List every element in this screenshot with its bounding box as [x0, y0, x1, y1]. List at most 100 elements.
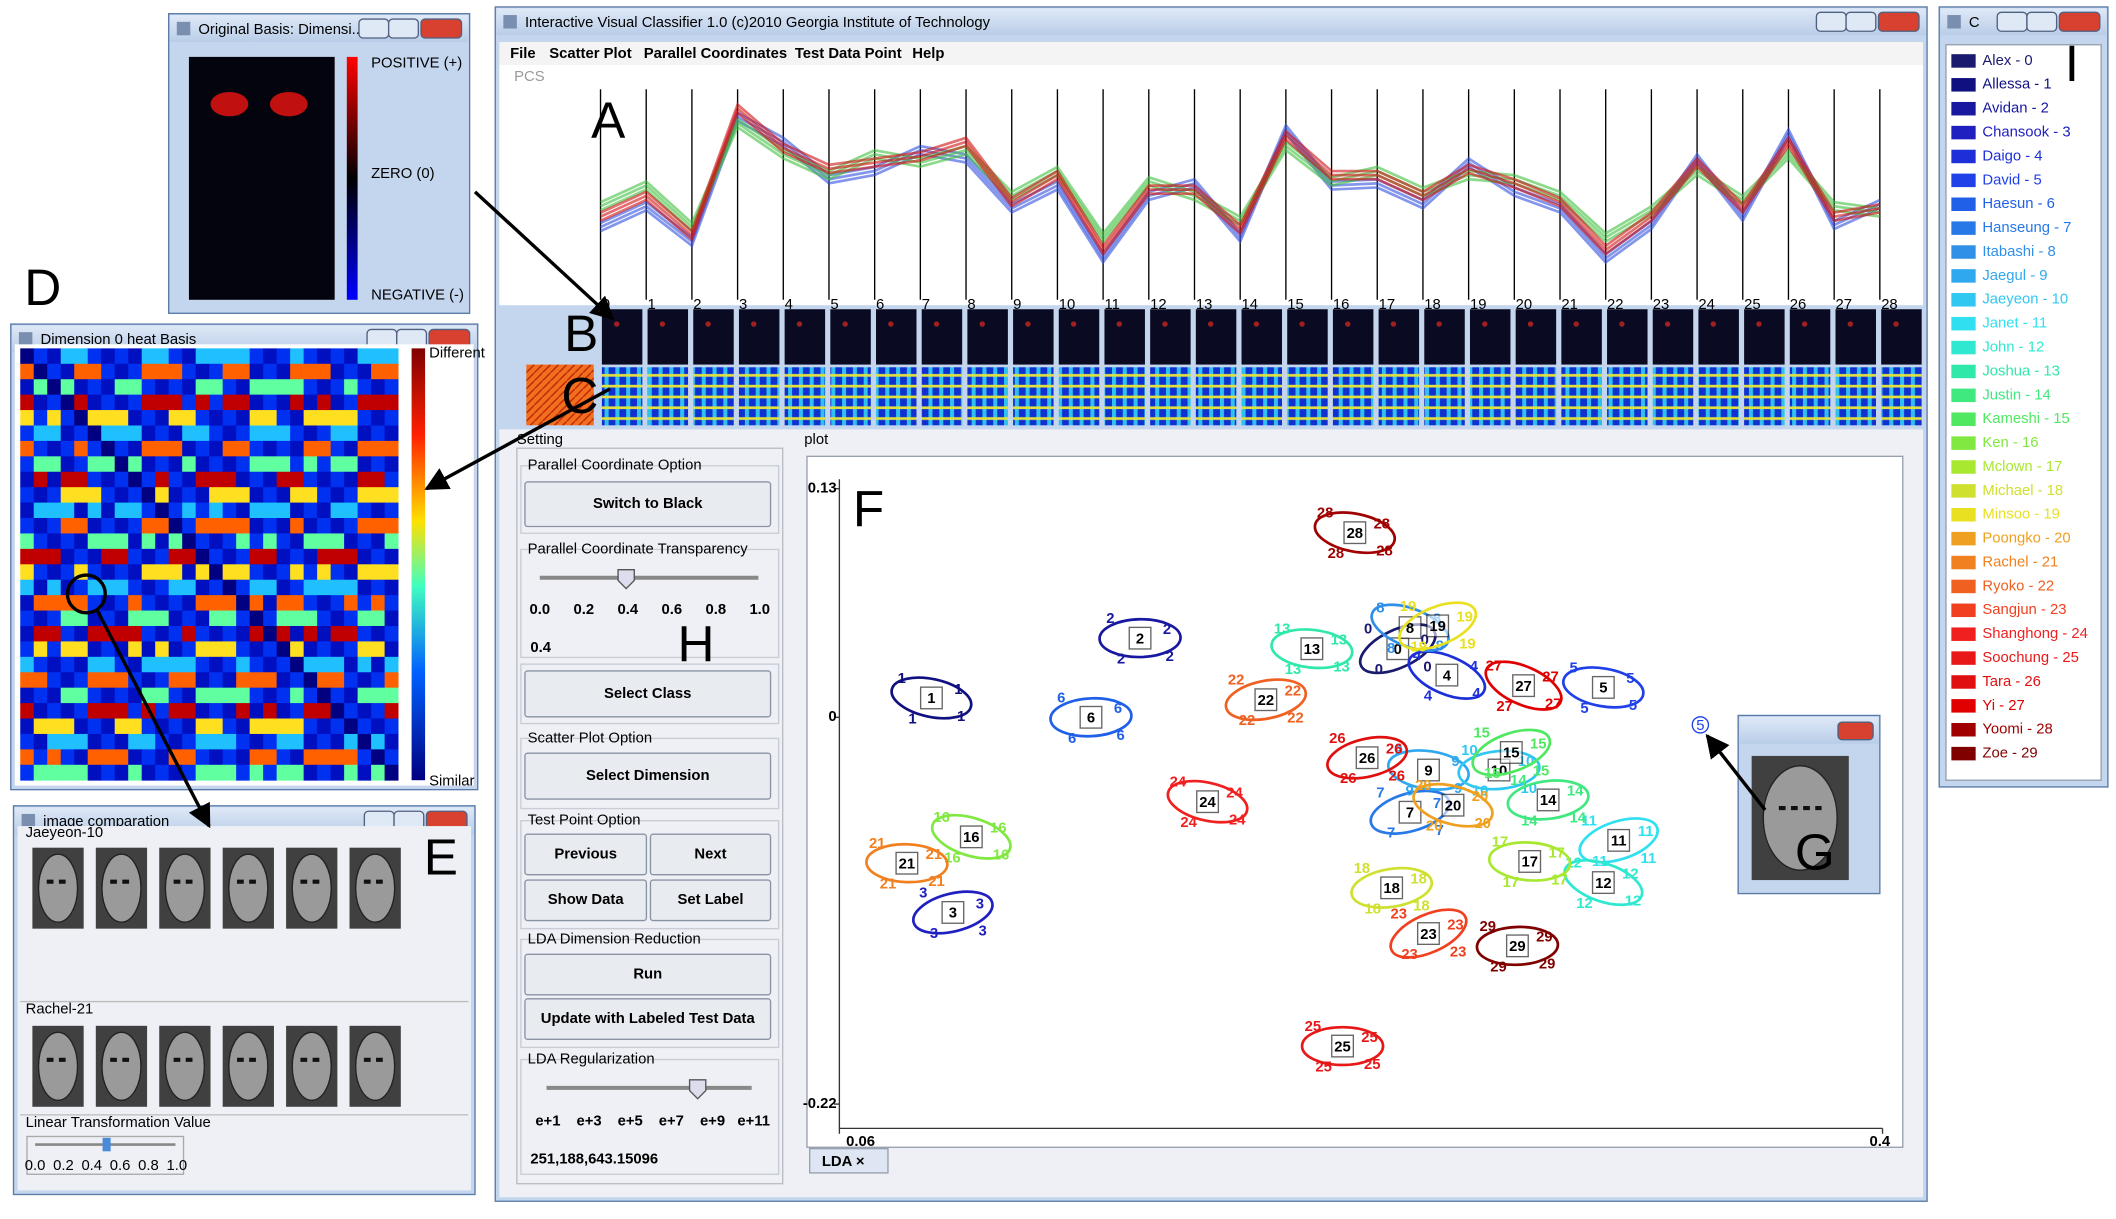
heat-cell	[47, 440, 62, 457]
heat-cell	[303, 502, 318, 519]
legend-swatch[interactable]	[1951, 627, 1976, 641]
heat-cell	[141, 425, 156, 442]
heat-cell	[101, 394, 116, 411]
heat-cell	[263, 703, 278, 719]
legend-swatch[interactable]	[1951, 54, 1976, 68]
heat-cell	[317, 440, 332, 457]
legend-swatch[interactable]	[1951, 651, 1976, 665]
close-button[interactable]	[420, 18, 463, 39]
minimize-button[interactable]	[1996, 11, 2028, 32]
heat-cell	[344, 410, 359, 426]
heat-cell	[141, 533, 156, 550]
centroid-box	[919, 686, 943, 710]
heat-cell	[128, 533, 143, 550]
legend-swatch[interactable]	[1951, 508, 1976, 522]
button[interactable]	[524, 879, 648, 922]
legend-swatch[interactable]	[1951, 340, 1976, 355]
heat-cell	[87, 672, 102, 689]
heat-cell	[141, 579, 156, 596]
legend-swatch[interactable]	[1951, 125, 1976, 140]
legend-swatch[interactable]	[1951, 197, 1976, 211]
legend-swatch[interactable]	[1951, 78, 1976, 92]
legend-swatch[interactable]	[1951, 412, 1976, 426]
heat-cell	[20, 595, 35, 611]
legend-swatch[interactable]	[1951, 269, 1976, 283]
button[interactable]	[649, 833, 772, 876]
heat-cell	[168, 595, 183, 611]
close-button[interactable]	[2058, 11, 2101, 32]
legend-swatch[interactable]	[1951, 364, 1976, 379]
button[interactable]	[649, 879, 772, 922]
legend-swatch[interactable]	[1951, 436, 1976, 450]
pc-axis-label: 7	[922, 297, 930, 313]
legend-swatch[interactable]	[1951, 555, 1976, 570]
slider-thumb[interactable]	[617, 569, 635, 590]
button[interactable]	[524, 998, 772, 1040]
heat-cell	[209, 518, 224, 534]
legend-swatch[interactable]	[1951, 579, 1976, 594]
button[interactable]	[524, 833, 648, 876]
heat-cell	[357, 502, 372, 519]
heat-thumbnail	[967, 367, 1008, 426]
legend-swatch[interactable]	[1951, 293, 1976, 307]
heat-cell	[384, 548, 399, 565]
button[interactable]	[524, 670, 772, 718]
heat-cell	[384, 518, 399, 534]
legend-swatch[interactable]	[1951, 149, 1976, 164]
maximize-button[interactable]	[387, 18, 420, 39]
heat-thumbnail	[1195, 367, 1237, 426]
legend-swatch[interactable]	[1951, 221, 1976, 235]
legend-swatch[interactable]	[1951, 460, 1976, 474]
legend-swatch[interactable]	[1951, 101, 1976, 116]
heat-cell	[168, 548, 183, 565]
heat-cell	[74, 579, 89, 596]
legend-swatch[interactable]	[1951, 699, 1976, 713]
heat-cell	[141, 487, 156, 504]
legend-swatch[interactable]	[1951, 388, 1976, 403]
slider-thumb[interactable]	[688, 1079, 707, 1100]
centroid-box	[941, 900, 965, 924]
legend-swatch[interactable]	[1951, 245, 1976, 259]
point-label: 17	[1551, 872, 1568, 888]
point-label: 23	[1401, 947, 1417, 963]
legend-swatch[interactable]	[1951, 722, 1976, 737]
heat-thumbnail	[784, 367, 826, 426]
legend-swatch[interactable]	[1951, 531, 1976, 546]
minimize-button[interactable]	[358, 18, 390, 39]
pc-axis-label: 16	[1333, 297, 1350, 313]
legend-swatch[interactable]	[1951, 746, 1976, 761]
button[interactable]	[524, 752, 772, 800]
heat-cell	[317, 595, 332, 611]
button[interactable]	[524, 953, 772, 996]
heat-cell	[182, 394, 197, 411]
heat-cell	[384, 610, 399, 627]
heat-cell	[168, 379, 183, 396]
heat-thumbnail	[1241, 367, 1283, 426]
heat-cell	[249, 595, 264, 611]
heat-cell	[20, 564, 35, 581]
button[interactable]	[524, 481, 772, 528]
heat-cell	[195, 718, 210, 735]
close-button[interactable]	[1837, 721, 1874, 741]
tab[interactable]	[809, 1147, 889, 1174]
legend-swatch[interactable]	[1951, 484, 1976, 498]
heat-cell	[20, 487, 35, 504]
point-label: 4	[1472, 686, 1481, 702]
legend-swatch[interactable]	[1951, 316, 1976, 331]
close-button[interactable]	[1877, 11, 1920, 32]
x-tick-label: 0.06	[846, 1134, 875, 1150]
heat-cell	[168, 579, 183, 596]
maximize-button[interactable]	[2026, 11, 2058, 32]
minimize-button[interactable]	[1815, 11, 1847, 32]
heat-cell	[330, 379, 345, 396]
maximize-button[interactable]	[1845, 11, 1877, 32]
slider-thumb[interactable]	[102, 1137, 111, 1152]
heat-cell	[276, 641, 291, 658]
group-box	[520, 820, 780, 930]
legend-swatch[interactable]	[1951, 675, 1976, 689]
heat-cell	[20, 363, 35, 380]
legend-label: Zoe - 29	[1982, 746, 2037, 762]
legend-swatch[interactable]	[1951, 603, 1976, 618]
legend-swatch[interactable]	[1951, 173, 1976, 188]
heat-cell	[33, 656, 48, 673]
